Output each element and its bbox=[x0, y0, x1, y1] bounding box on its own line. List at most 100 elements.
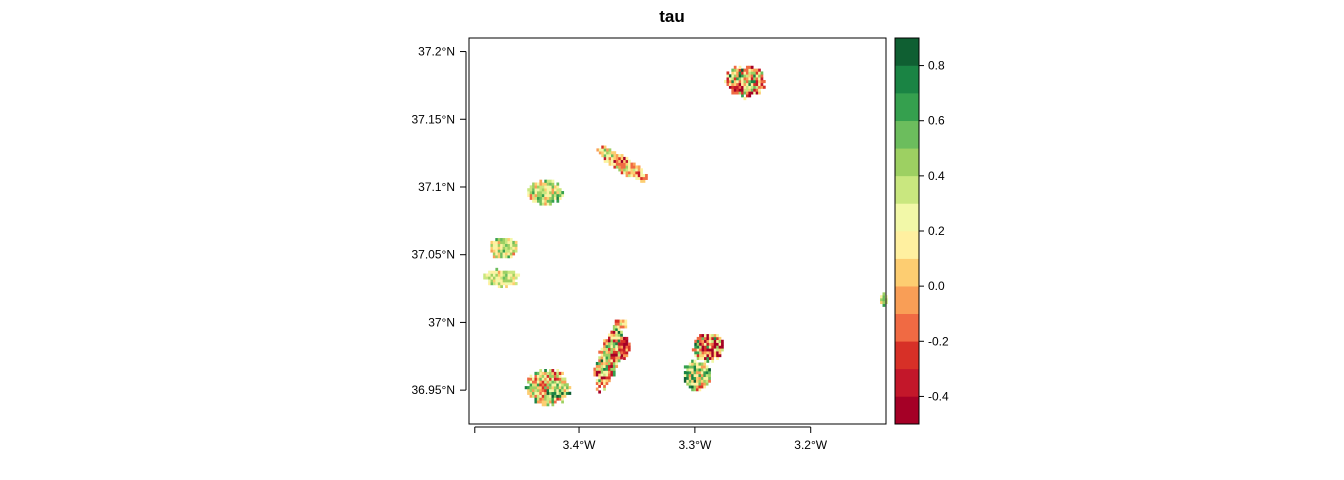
colorbar-tick-label: 0.8 bbox=[928, 59, 945, 73]
raster-cell bbox=[615, 159, 619, 163]
raster-cell bbox=[509, 252, 513, 256]
raster-cell bbox=[645, 173, 648, 178]
raster-cell bbox=[704, 339, 707, 343]
raster-cell bbox=[566, 383, 569, 387]
raster-cell bbox=[598, 367, 601, 371]
raster-cell bbox=[546, 202, 550, 206]
raster-cell bbox=[745, 82, 749, 86]
raster-cell bbox=[598, 384, 601, 388]
raster-cell bbox=[743, 77, 747, 81]
raster-cell bbox=[619, 322, 623, 326]
raster-cell bbox=[615, 327, 619, 331]
raster-cell bbox=[514, 249, 518, 253]
raster-cell bbox=[738, 88, 742, 92]
raster-cell bbox=[612, 364, 616, 368]
raster-cell bbox=[563, 388, 567, 393]
raster-cell bbox=[750, 77, 754, 81]
raster-cell bbox=[713, 345, 717, 349]
raster-cell bbox=[686, 379, 690, 383]
raster-cell bbox=[750, 88, 754, 92]
raster-cell bbox=[556, 193, 560, 198]
raster-cell bbox=[733, 82, 737, 86]
raster-cell bbox=[605, 342, 609, 346]
raster-cell bbox=[495, 243, 499, 247]
raster-cell bbox=[600, 379, 604, 383]
raster-cell bbox=[705, 371, 709, 375]
raster-cell bbox=[605, 373, 609, 377]
raster-cell bbox=[551, 388, 555, 393]
raster-cell bbox=[608, 154, 612, 158]
raster-cell bbox=[603, 339, 606, 343]
raster-cell bbox=[620, 348, 624, 352]
raster-cell bbox=[608, 344, 611, 349]
raster-cell bbox=[527, 391, 530, 395]
raster-cell bbox=[529, 394, 533, 398]
raster-cell bbox=[556, 191, 560, 195]
raster-cell bbox=[549, 394, 552, 398]
raster-cell bbox=[549, 374, 552, 378]
raster-cell bbox=[691, 359, 694, 363]
raster-cell bbox=[500, 243, 503, 247]
raster-cell bbox=[563, 394, 567, 398]
raster-cell bbox=[603, 350, 606, 354]
raster-cell bbox=[558, 388, 562, 393]
raster-cell bbox=[605, 381, 609, 386]
raster-cell bbox=[738, 82, 742, 86]
raster-cell bbox=[688, 373, 692, 378]
raster-cell bbox=[598, 379, 601, 383]
raster-cell bbox=[688, 379, 692, 383]
raster-cell bbox=[539, 179, 543, 183]
raster-cell bbox=[620, 345, 624, 349]
raster-cell bbox=[546, 388, 550, 393]
raster-cell bbox=[731, 88, 735, 92]
raster-cell bbox=[534, 383, 538, 387]
raster-cell bbox=[882, 298, 886, 302]
raster-cell bbox=[610, 344, 614, 349]
raster-cell bbox=[755, 71, 759, 75]
raster-cell bbox=[517, 273, 521, 277]
raster-cell bbox=[691, 348, 695, 352]
raster-cell bbox=[624, 322, 628, 326]
raster-cell bbox=[704, 334, 707, 338]
raster-cell bbox=[549, 191, 552, 195]
raster-cell bbox=[708, 348, 712, 352]
raster-cell bbox=[731, 71, 735, 75]
raster-cell bbox=[598, 356, 601, 360]
raster-cell bbox=[724, 79, 727, 84]
raster-cell bbox=[617, 327, 621, 331]
raster-cell bbox=[497, 270, 501, 274]
raster-cell bbox=[595, 387, 599, 391]
raster-cell bbox=[615, 330, 619, 334]
raster-cell bbox=[505, 249, 508, 253]
raster-cell bbox=[731, 79, 735, 84]
raster-cell bbox=[706, 353, 710, 358]
raster-cell bbox=[758, 68, 761, 72]
raster-cell bbox=[536, 388, 540, 393]
raster-cell bbox=[625, 165, 629, 169]
raster-cell bbox=[755, 68, 759, 72]
raster-cell bbox=[553, 383, 557, 387]
raster-cell bbox=[708, 334, 712, 338]
raster-cell bbox=[544, 380, 547, 384]
raster-cell bbox=[758, 82, 761, 86]
raster-cell bbox=[544, 403, 547, 407]
raster-cell bbox=[617, 319, 620, 323]
raster-cell bbox=[743, 74, 747, 78]
raster-cell bbox=[610, 347, 614, 351]
raster-cell bbox=[514, 246, 518, 250]
raster-cell bbox=[610, 356, 614, 360]
colorbar-tick-label: -0.4 bbox=[928, 389, 949, 403]
raster-cell bbox=[731, 77, 735, 81]
raster-cell bbox=[492, 243, 496, 247]
raster-cell bbox=[700, 371, 704, 375]
raster-cell bbox=[492, 279, 496, 283]
raster-cell bbox=[549, 369, 552, 373]
raster-cell bbox=[625, 162, 629, 166]
raster-cell bbox=[502, 276, 506, 280]
raster-cell bbox=[507, 238, 511, 242]
raster-cell bbox=[532, 196, 535, 200]
raster-cell bbox=[755, 82, 759, 86]
raster-cell bbox=[758, 88, 761, 92]
y-tick-label: 36.95°N bbox=[412, 383, 456, 397]
raster-cell bbox=[601, 145, 605, 149]
